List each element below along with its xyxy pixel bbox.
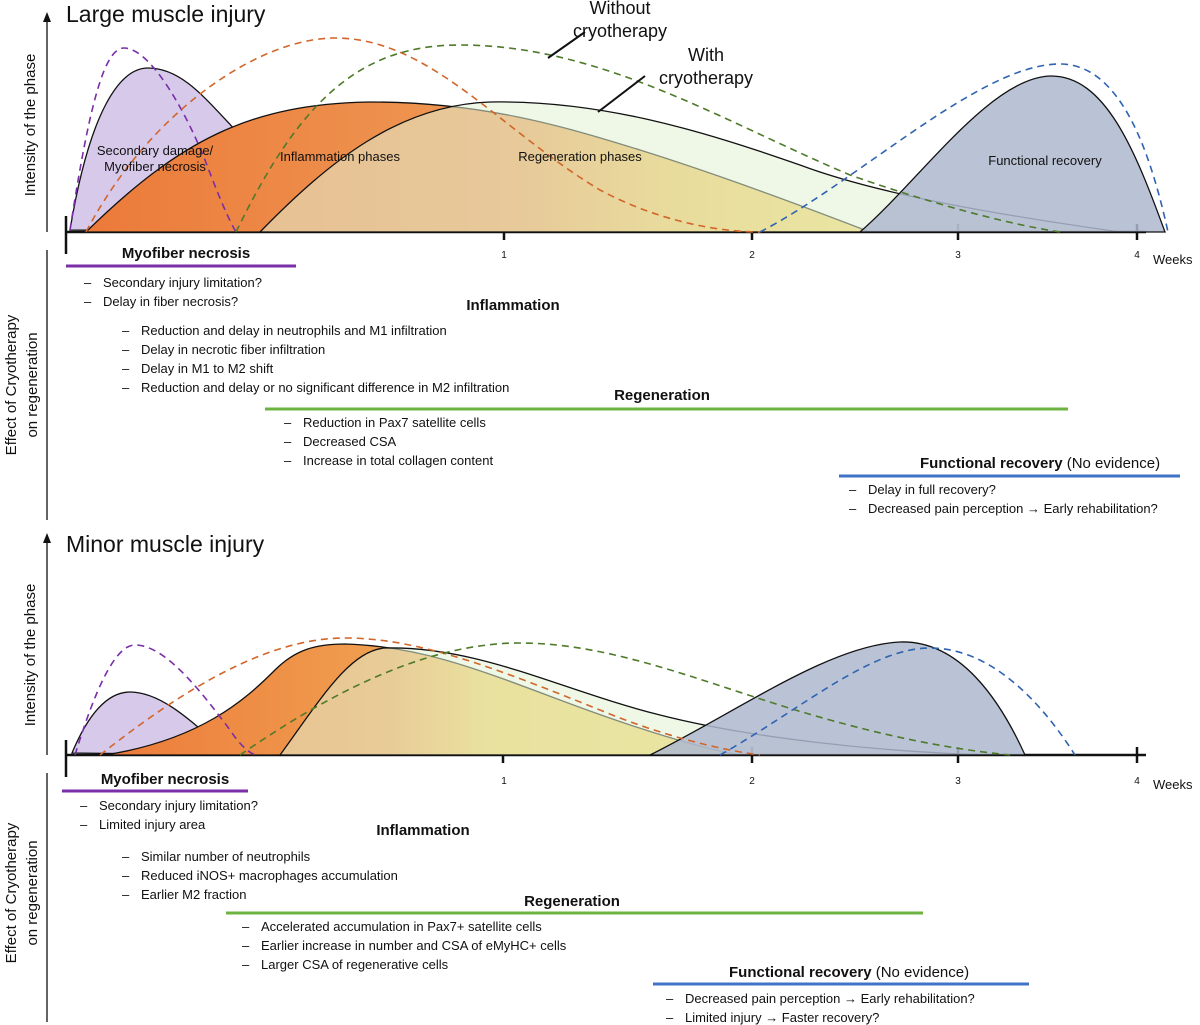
tick-label-top-3: 3 bbox=[955, 250, 961, 261]
panel-large bbox=[43, 12, 1169, 520]
section-dash-regeneration-minor-0: – bbox=[242, 919, 250, 934]
section-item-recovery-large-1: Decreased pain perception → Early rehabi… bbox=[868, 501, 1158, 516]
section-dash-inflammation-large-1: – bbox=[122, 342, 130, 357]
section-dash-inflammation-large-0: – bbox=[122, 323, 130, 338]
recovery-curve-bottom bbox=[649, 641, 1027, 756]
recovery-curve-top bbox=[858, 75, 1166, 233]
section-dash-recovery-minor-1: – bbox=[666, 1010, 674, 1025]
without-pointer bbox=[547, 31, 586, 59]
tick-label-bottom-1: 1 bbox=[501, 776, 507, 787]
section-title-regeneration-minor: Regeneration bbox=[524, 893, 620, 910]
section-item-necrosis-large-0: Secondary injury limitation? bbox=[103, 275, 262, 290]
phase-label-regeneration: Regeneration phases bbox=[518, 149, 642, 164]
y-axis-arrow-top bbox=[43, 12, 51, 22]
section-title-necrosis-minor: Myofiber necrosis bbox=[101, 771, 229, 788]
section-title-recovery-large: Functional recovery (No evidence) bbox=[920, 455, 1160, 472]
section-dash-recovery-minor-0: – bbox=[666, 991, 674, 1006]
section-title-recovery-minor: Functional recovery (No evidence) bbox=[729, 964, 969, 981]
section-dash-necrosis-large-1: – bbox=[84, 294, 92, 309]
phase-label-inflammation: Inflammation phases bbox=[280, 149, 400, 164]
weeks-label-top: Weeks bbox=[1153, 252, 1193, 267]
section-item-regeneration-large-0: Reduction in Pax7 satellite cells bbox=[303, 415, 486, 430]
tick-label-bottom-4: 4 bbox=[1134, 776, 1140, 787]
section-dash-inflammation-large-3: – bbox=[122, 380, 130, 395]
section-item-inflammation-minor-2: Earlier M2 fraction bbox=[141, 887, 246, 902]
annotation-without-line1: Without bbox=[589, 0, 650, 18]
tick-label-bottom-2: 2 bbox=[749, 776, 755, 787]
inflammation-dashed-top bbox=[85, 37, 761, 233]
section-item-recovery-minor-1: Limited injury → Faster recovery? bbox=[685, 1010, 879, 1025]
regeneration-dashed-top bbox=[235, 44, 1061, 233]
section-item-regeneration-minor-2: Larger CSA of regenerative cells bbox=[261, 957, 449, 972]
necrosis-dashed-top bbox=[69, 47, 237, 233]
section-item-inflammation-minor-1: Reduced iNOS+ macrophages accumulation bbox=[141, 868, 398, 883]
section-dash-recovery-large-1: – bbox=[849, 501, 857, 516]
annotation-with-line2: cryotherapy bbox=[659, 68, 753, 88]
section-item-regeneration-minor-0: Accelerated accumulation in Pax7+ satell… bbox=[261, 919, 542, 934]
section-item-recovery-large-0: Delay in full recovery? bbox=[868, 482, 996, 497]
necrosis-dashed-bottom bbox=[74, 644, 256, 756]
panel-title-large: Large muscle injury bbox=[66, 1, 266, 27]
section-item-necrosis-minor-1: Limited injury area bbox=[99, 817, 206, 832]
with-pointer bbox=[597, 75, 646, 113]
y-label-effect-bottom-line2: on regeneration bbox=[24, 840, 41, 945]
section-item-recovery-minor-0: Decreased pain perception → Early rehabi… bbox=[685, 991, 975, 1006]
section-dash-regeneration-large-2: – bbox=[284, 453, 292, 468]
section-dash-regeneration-minor-1: – bbox=[242, 938, 250, 953]
section-note-recovery-large: (No evidence) bbox=[1063, 455, 1161, 472]
tick-label-top-2: 2 bbox=[749, 250, 755, 261]
panel-minor bbox=[43, 533, 1146, 1022]
section-dash-inflammation-minor-1: – bbox=[122, 868, 130, 883]
section-item-inflammation-large-0: Reduction and delay in neutrophils and M… bbox=[141, 323, 447, 338]
y-label-effect-bottom-line1: Effect of Cryotherapy bbox=[3, 822, 20, 963]
section-item-necrosis-minor-0: Secondary injury limitation? bbox=[99, 798, 258, 813]
section-dash-inflammation-large-2: – bbox=[122, 361, 130, 376]
section-dash-regeneration-large-0: – bbox=[284, 415, 292, 430]
phase-label-recovery: Functional recovery bbox=[988, 153, 1102, 168]
panel-title-minor: Minor muscle injury bbox=[66, 531, 265, 557]
section-title-necrosis-large: Myofiber necrosis bbox=[122, 245, 250, 262]
y-label-effect-top-line1: Effect of Cryotherapy bbox=[3, 314, 20, 455]
section-item-inflammation-large-3: Reduction and delay or no significant di… bbox=[141, 380, 509, 395]
y-axis-arrow-bottom bbox=[43, 533, 51, 543]
tick-label-bottom-3: 3 bbox=[955, 776, 961, 787]
section-item-inflammation-large-2: Delay in M1 to M2 shift bbox=[141, 361, 274, 376]
inflammation-dashed-bottom bbox=[99, 637, 761, 756]
section-item-regeneration-large-2: Increase in total collagen content bbox=[303, 453, 493, 468]
y-label-effect-top-line2: on regeneration bbox=[24, 332, 41, 437]
phase-label-necrosis-line2: Myofiber necrosis bbox=[104, 159, 206, 174]
section-item-inflammation-large-1: Delay in necrotic fiber infiltration bbox=[141, 342, 325, 357]
tick-label-top-1: 1 bbox=[501, 250, 507, 261]
section-dash-regeneration-large-1: – bbox=[284, 434, 292, 449]
section-dash-inflammation-minor-0: – bbox=[122, 849, 130, 864]
section-title-regeneration-large: Regeneration bbox=[614, 387, 710, 404]
section-note-recovery-minor: (No evidence) bbox=[872, 964, 970, 981]
y-label-intensity-bottom: Intensity of the phase bbox=[22, 584, 39, 727]
section-dash-necrosis-minor-0: – bbox=[80, 798, 88, 813]
section-dash-necrosis-large-0: – bbox=[84, 275, 92, 290]
section-item-regeneration-minor-1: Earlier increase in number and CSA of eM… bbox=[261, 938, 567, 953]
section-title-inflammation-large: Inflammation bbox=[466, 297, 559, 314]
section-dash-necrosis-minor-1: – bbox=[80, 817, 88, 832]
phase-label-necrosis-line1: Secondary damage/ bbox=[97, 143, 214, 158]
y-label-intensity-top: Intensity of the phase bbox=[22, 54, 39, 197]
section-title-inflammation-minor: Inflammation bbox=[376, 822, 469, 839]
regeneration-dashed-bottom bbox=[239, 642, 1011, 756]
weeks-label-bottom: Weeks bbox=[1153, 777, 1193, 792]
section-dash-regeneration-minor-2: – bbox=[242, 957, 250, 972]
section-dash-recovery-large-0: – bbox=[849, 482, 857, 497]
annotation-with-line1: With bbox=[688, 45, 724, 65]
recovery-dashed-bottom bbox=[719, 647, 1076, 756]
section-item-regeneration-large-1: Decreased CSA bbox=[303, 434, 397, 449]
recovery-dashed-top bbox=[759, 63, 1169, 233]
tick-label-top-4: 4 bbox=[1134, 250, 1140, 261]
section-dash-inflammation-minor-2: – bbox=[122, 887, 130, 902]
section-item-necrosis-large-1: Delay in fiber necrosis? bbox=[103, 294, 238, 309]
section-item-inflammation-minor-0: Similar number of neutrophils bbox=[141, 849, 311, 864]
annotation-without-line2: cryotherapy bbox=[573, 21, 667, 41]
